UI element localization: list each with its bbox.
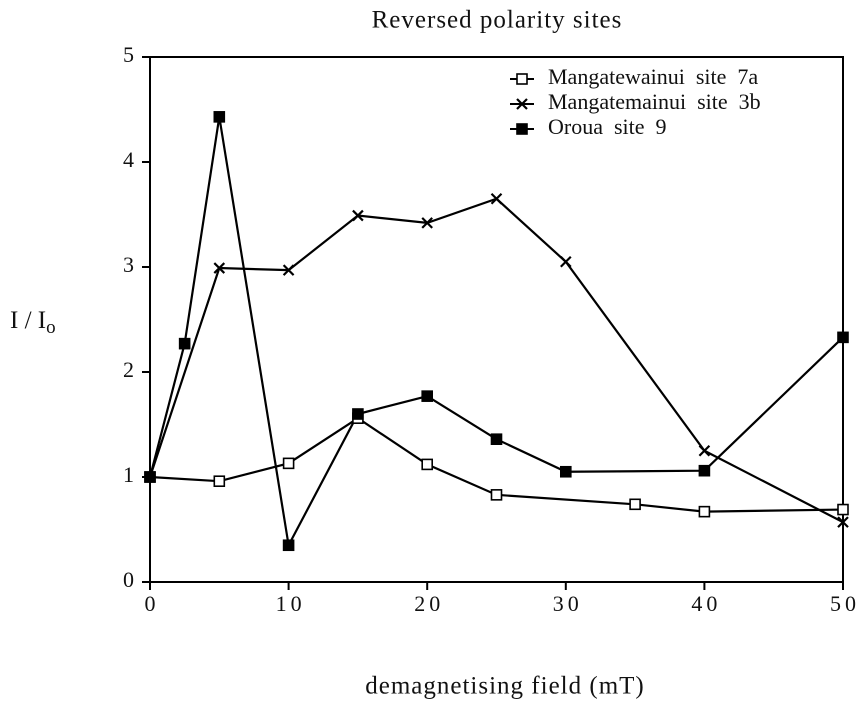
marker [282, 457, 295, 470]
marker [421, 217, 433, 229]
y-tick-label: 1 [123, 462, 134, 487]
marker [698, 444, 711, 457]
legend-marker [516, 98, 528, 110]
marker [421, 390, 434, 402]
marker [213, 262, 226, 274]
x-tick-label: 30 [553, 591, 583, 616]
y-tick-label: 3 [123, 252, 134, 277]
marker [490, 433, 503, 446]
x-tick-label: 10 [276, 591, 306, 616]
series-line [148, 116, 844, 549]
marker [282, 264, 295, 276]
marker [490, 192, 503, 205]
marker [352, 209, 364, 222]
marker [282, 539, 295, 552]
x-tick-label: 50 [830, 591, 860, 616]
marker [178, 337, 191, 350]
marker [698, 464, 711, 477]
marker [490, 489, 503, 501]
y-tick-label: 5 [123, 42, 134, 67]
x-tick-label: 20 [414, 591, 444, 616]
marker [837, 331, 849, 344]
legend-label: Oroua site 9 [548, 114, 667, 139]
y-tick-label: 2 [123, 357, 134, 382]
x-tick-label: 0 [145, 591, 160, 616]
marker [698, 505, 711, 518]
legend-marker [516, 73, 528, 85]
marker [837, 503, 849, 516]
y-axis-label-main: I / I [10, 307, 46, 334]
marker [559, 465, 572, 478]
plot-frame [149, 56, 844, 583]
marker [837, 516, 849, 528]
marker [352, 408, 364, 420]
y-axis-label: I / Io [10, 307, 56, 339]
marker [560, 255, 572, 268]
legend-marker [516, 123, 528, 135]
y-tick-label: 4 [123, 147, 134, 172]
series-line [148, 197, 844, 524]
x-tick-label: 40 [691, 591, 721, 616]
marker [213, 111, 226, 123]
marker [629, 498, 641, 511]
x-axis-label: demagnetising field (mT) [365, 673, 644, 700]
legend-label: Mangatemainui site 3b [548, 89, 761, 114]
y-tick-label: 0 [123, 567, 134, 592]
y-axis-label-subscript: o [46, 317, 56, 338]
marker [213, 475, 226, 488]
chart-title: Reversed polarity sites [372, 7, 623, 34]
marker [144, 471, 156, 483]
legend-label: Mangatewainui site 7a [548, 64, 758, 89]
marker [421, 458, 434, 471]
